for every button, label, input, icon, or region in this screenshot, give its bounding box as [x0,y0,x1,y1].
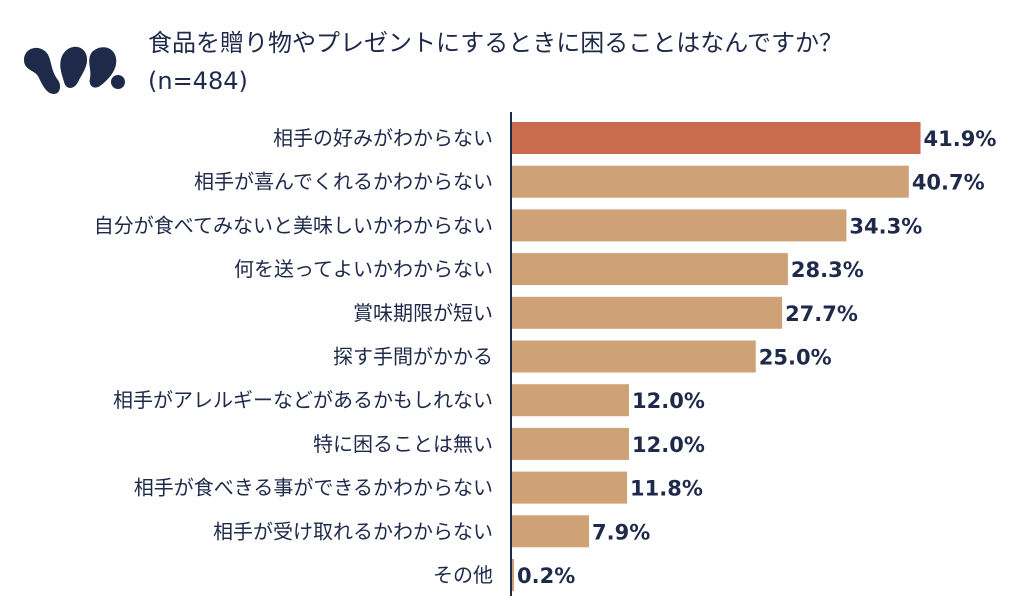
bar-5 [512,340,756,373]
value-label-10: 0.2% [517,564,575,588]
value-label-6: 12.0% [632,389,705,413]
category-label-2: 自分が食べてみないと美味しいかわからない [94,213,493,237]
category-label-3: 何を送ってよいかわからない [234,257,493,281]
value-label-4: 27.7% [785,302,858,326]
value-label-2: 34.3% [849,214,922,238]
chart-title: 食品を贈り物やプレゼントにするときに困ることはなんですか？ (n=484) [148,24,843,100]
value-label-9: 7.9% [592,520,650,544]
chart-title-text: 食品を贈り物やプレゼントにするときに困ることはなんですか？ [148,29,844,57]
bar-0 [512,122,921,154]
bar-7 [512,427,629,460]
bar-2 [512,209,847,242]
category-label-1: 相手が喜んでくれるかわからない [194,170,493,194]
bar-3 [512,253,788,286]
category-label-7: 特に困ることは無い [313,432,493,456]
bar-4 [512,296,783,329]
bar-6 [512,384,629,417]
value-label-3: 28.3% [791,258,864,282]
brand-logo [24,46,125,94]
logo-mark-icon [24,46,125,94]
value-label-1: 40.7% [912,171,985,195]
value-label-8: 11.8% [630,477,703,501]
category-label-6: 相手がアレルギーなどがあるかもしれない [113,388,493,412]
category-label-10: その他 [433,563,493,587]
category-label-4: 賞味期限が短い [353,301,493,325]
category-label-8: 相手が食べきる事ができるかわからない [134,476,493,500]
bar-8 [512,471,628,504]
bar-10 [512,559,514,591]
bar-9 [512,515,590,548]
sample-size: (n=484) [148,67,248,95]
bar-1 [512,165,909,198]
category-label-5: 探す手間がかかる [333,345,493,369]
value-label-5: 25.0% [759,346,832,370]
category-label-9: 相手が受け取れるかわからない [213,519,493,543]
value-label-7: 12.0% [632,433,705,457]
value-label-0: 41.9% [924,127,997,151]
category-label-0: 相手の好みがわからない [273,126,493,150]
